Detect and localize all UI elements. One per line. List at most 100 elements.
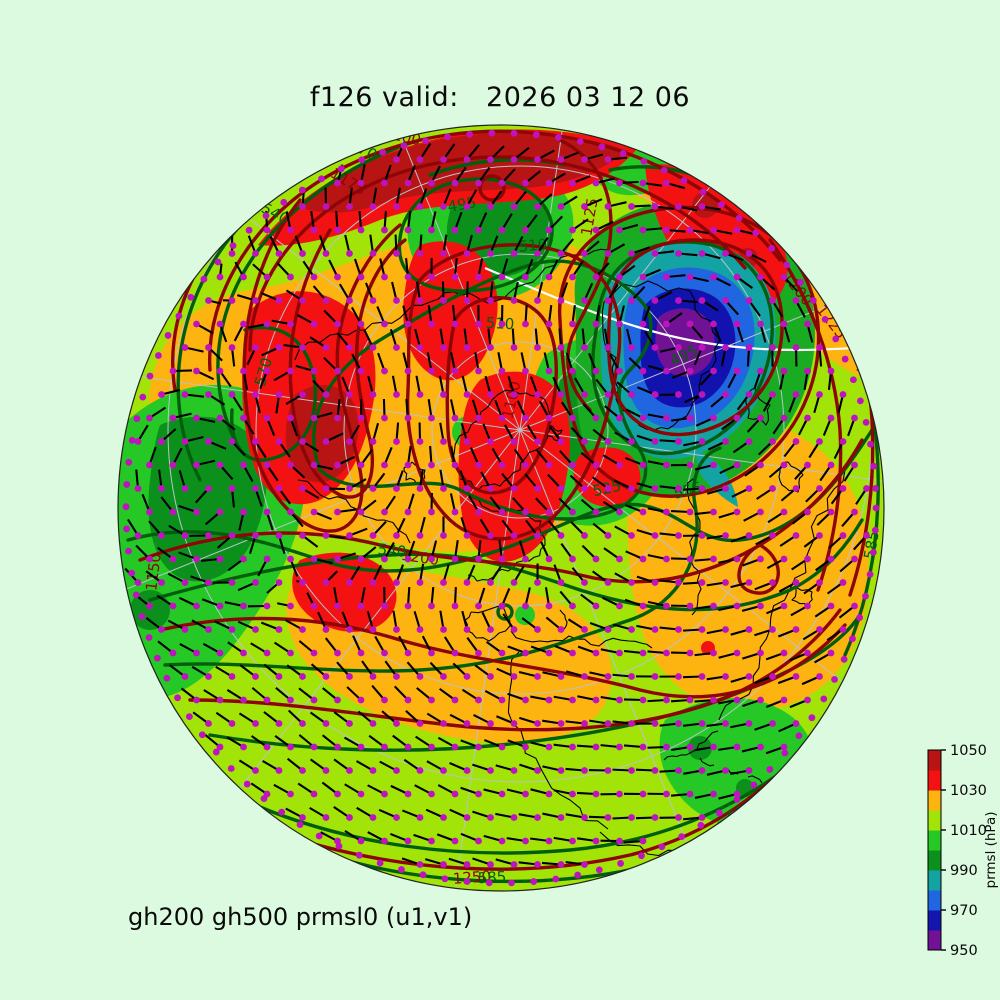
wind-dot (287, 226, 294, 234)
wind-dot (463, 720, 471, 727)
wind-dot (428, 461, 435, 469)
wind-dot (299, 391, 306, 398)
wind-dot (663, 320, 670, 328)
wind-dot (487, 767, 494, 774)
wind-dot (240, 696, 247, 704)
wind-dot (816, 579, 823, 586)
wind-dot (369, 203, 377, 210)
wind-dot (604, 391, 612, 398)
wind-dot (651, 767, 659, 774)
wind-dot (133, 415, 141, 422)
wind-dot (346, 532, 353, 539)
wind-dot (287, 555, 294, 563)
wind-dot (240, 414, 247, 422)
wind-dot (698, 626, 706, 633)
wind-dot (440, 673, 447, 680)
wind-dot (381, 837, 388, 845)
wind-dot (428, 555, 435, 563)
wind-dot (299, 626, 306, 633)
wind-dot (686, 414, 694, 422)
wind-dot (722, 579, 729, 586)
wind-dot (522, 555, 529, 563)
wind-dot (381, 649, 388, 657)
wind-dot (804, 414, 811, 422)
wind-dot (831, 676, 838, 683)
wind-dot (569, 837, 576, 845)
wind-dot (686, 508, 694, 516)
wind-dot (757, 414, 764, 422)
wind-dot (205, 297, 212, 304)
wind-dot (393, 156, 400, 163)
wind-dot (310, 790, 318, 798)
wind-dot (146, 372, 154, 380)
wind-dot (240, 461, 247, 469)
wind-dot (440, 814, 447, 821)
wind-dot (193, 461, 200, 469)
wind-dot (522, 414, 529, 422)
wind-dot (710, 696, 717, 704)
wind-dot (498, 273, 506, 281)
wind-dot (128, 436, 136, 444)
wind-dot (381, 179, 388, 187)
wind-dot (193, 414, 200, 422)
wind-dot (416, 767, 424, 774)
wind-dot (275, 344, 283, 351)
wind-dot (769, 485, 776, 492)
wind-dot (733, 696, 741, 704)
wind-dot (839, 485, 847, 492)
wind-dot (745, 485, 753, 492)
coastline-path (699, 757, 715, 767)
wind-dot (296, 821, 304, 829)
wind-dot (334, 837, 341, 845)
wind-dot (310, 414, 318, 422)
wind-dot (404, 226, 412, 234)
wind-dot (451, 320, 459, 328)
wind-dot (487, 156, 494, 163)
wind-dot (581, 626, 588, 633)
wind-dot (498, 743, 506, 751)
wind-dot (856, 397, 864, 405)
wind-dot (522, 837, 529, 845)
wind-dot (227, 765, 235, 772)
wind-dot (369, 438, 377, 445)
wind-dot (498, 414, 506, 422)
wind-dot (310, 696, 318, 704)
wind-dot (651, 391, 659, 398)
wind-dot (463, 579, 471, 586)
wind-dot (310, 320, 318, 328)
wind-dot (416, 532, 424, 539)
wind-dot (545, 743, 553, 751)
wind-dot (214, 258, 222, 266)
wind-dot (404, 837, 412, 845)
wind-dot (123, 481, 131, 488)
wind-dot (228, 673, 236, 680)
wind-dot (557, 673, 565, 680)
wind-dot (381, 743, 388, 751)
wind-dot (145, 634, 153, 641)
wind-dot (463, 814, 471, 821)
wind-dot (228, 579, 236, 586)
wind-dot (686, 461, 694, 469)
wind-dot (393, 814, 400, 821)
wind-dot (871, 526, 879, 534)
wind-dot (158, 626, 165, 633)
wind-dot (663, 273, 670, 281)
wind-dot (463, 250, 471, 257)
wind-dot (287, 790, 294, 798)
wind-dot (498, 696, 506, 704)
wind-dot (260, 795, 268, 803)
wind-dot (592, 743, 600, 751)
wind-dot (158, 391, 165, 398)
wind-dot (510, 579, 518, 586)
wind-dot (428, 837, 435, 845)
wind-dot (522, 790, 529, 798)
wind-dot (369, 720, 377, 727)
wind-dot (574, 871, 582, 879)
wind-dot (357, 273, 365, 281)
wind-dot (757, 602, 764, 610)
wind-dot (780, 743, 788, 751)
wind-dot (193, 696, 200, 704)
wind-dot (592, 790, 600, 798)
wind-dot (275, 250, 283, 257)
wind-dot (639, 837, 647, 845)
